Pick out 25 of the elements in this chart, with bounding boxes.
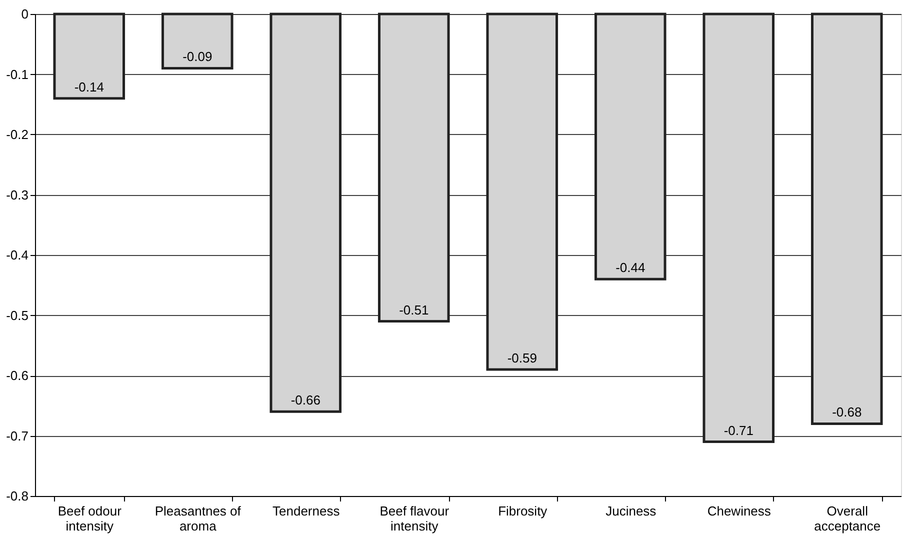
y-tick-label: -0.2: [6, 127, 28, 142]
y-tick-label: -0.5: [6, 308, 28, 323]
x-tick-label: Pleasantnes of aroma: [154, 504, 242, 534]
x-tick-label: Tenderness: [272, 504, 340, 518]
y-tick-label: -0.7: [6, 428, 28, 444]
x-tick-label: Fibrosity: [498, 504, 548, 518]
y-tick-label: -0.3: [6, 187, 28, 202]
data-label: -0.14: [74, 79, 104, 94]
x-tick-label: Juciness: [606, 504, 657, 518]
x-tick-label: Beef odour intensity: [58, 504, 122, 534]
data-label: -0.09: [182, 49, 212, 64]
x-tick-label: Overall acceptance: [814, 504, 881, 534]
data-label: -0.51: [399, 302, 429, 318]
x-tick-label: Beef flavour intensity: [380, 504, 450, 534]
data-label: -0.68: [832, 404, 862, 420]
x-tick-label: Chewiness: [707, 504, 772, 518]
data-label: -0.71: [724, 422, 754, 438]
y-tick-label: -0.4: [6, 248, 28, 262]
data-label: -0.59: [507, 350, 537, 366]
y-tick-label: 0: [21, 6, 28, 22]
data-label: -0.66: [290, 392, 320, 408]
data-label: -0.44: [616, 260, 646, 276]
y-tick-label: -0.6: [6, 368, 28, 383]
y-tick-label: -0.8: [6, 488, 28, 504]
y-tick-label: -0.1: [6, 66, 28, 82]
